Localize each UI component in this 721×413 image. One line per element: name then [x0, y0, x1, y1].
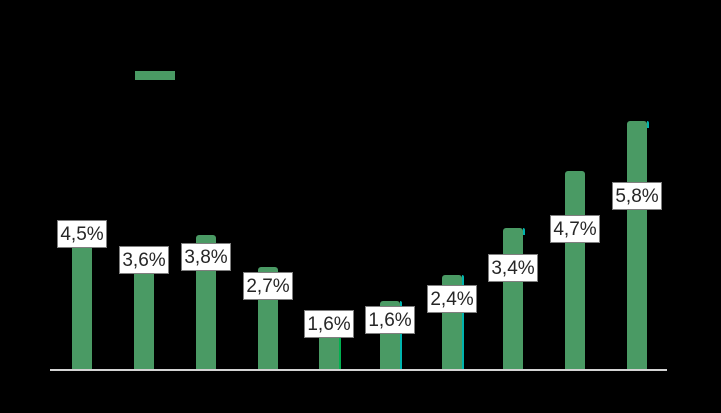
data-label: 1,6%: [304, 310, 354, 338]
data-label: 2,7%: [243, 272, 293, 300]
hidden-series-edge: [339, 320, 341, 369]
bar: [72, 232, 92, 369]
legend-swatch: [135, 71, 175, 80]
bar: [134, 258, 154, 369]
bar: [503, 228, 525, 369]
data-label: 2,4%: [427, 285, 477, 313]
bar: [565, 171, 585, 369]
x-axis-line: [50, 369, 667, 371]
hidden-series-edge: [647, 121, 649, 128]
hidden-series-edge: [462, 275, 464, 369]
hidden-series-edge: [523, 228, 525, 235]
data-label: 4,5%: [57, 220, 107, 248]
data-label: 5,8%: [612, 182, 662, 210]
data-label: 4,7%: [550, 215, 600, 243]
data-label: 3,8%: [181, 243, 231, 271]
data-label: 1,6%: [365, 306, 415, 334]
hidden-series-edge: [400, 301, 402, 369]
bar: [627, 121, 649, 369]
data-label: 3,4%: [488, 254, 538, 282]
data-label: 3,6%: [119, 246, 169, 274]
